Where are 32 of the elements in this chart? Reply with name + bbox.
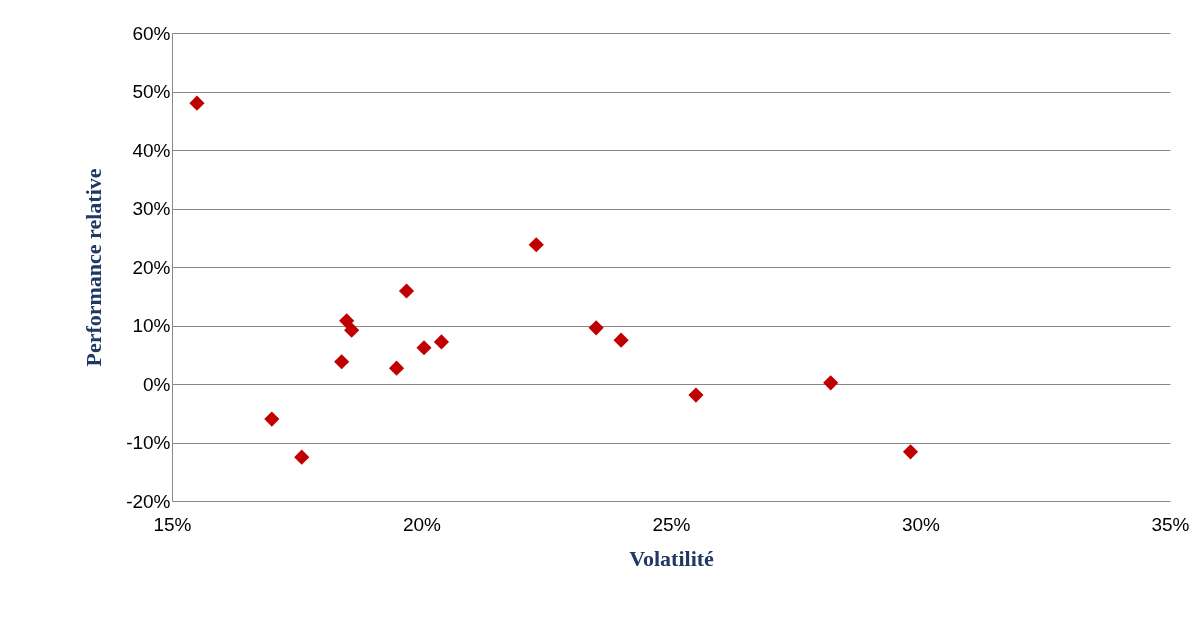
point <box>613 332 629 348</box>
point <box>334 354 350 370</box>
x-tick-label: 15% <box>153 513 192 535</box>
x-axis-title: Volatilité <box>629 545 715 571</box>
point <box>433 334 450 350</box>
y-tick-label: 60% <box>132 22 171 44</box>
point <box>339 313 355 329</box>
y-tick-label: 40% <box>132 139 171 161</box>
y-tick-label: 20% <box>132 256 171 278</box>
point <box>294 449 310 465</box>
point <box>398 283 415 299</box>
point <box>416 340 432 356</box>
x-tick-label: 30% <box>901 513 941 535</box>
point <box>902 444 919 460</box>
y-tick-label: 10% <box>132 315 171 336</box>
y-tick-label: 0% <box>143 373 171 395</box>
point <box>823 375 839 391</box>
y-tick-label: 50% <box>132 81 171 102</box>
point <box>264 411 280 427</box>
point <box>344 322 360 338</box>
x-tick-label: 25% <box>652 513 691 535</box>
y-tick-label: -20% <box>126 490 171 512</box>
y-tick-label: 30% <box>132 198 171 219</box>
x-tick-label: 35% <box>1151 513 1190 535</box>
point <box>528 237 544 253</box>
point <box>688 387 704 403</box>
y-tick-label: -10% <box>126 432 171 453</box>
point <box>588 320 604 336</box>
point <box>189 95 205 111</box>
point <box>388 360 405 376</box>
x-tick-label: 20% <box>402 513 442 535</box>
y-axis-title: Performance relative <box>81 168 107 367</box>
